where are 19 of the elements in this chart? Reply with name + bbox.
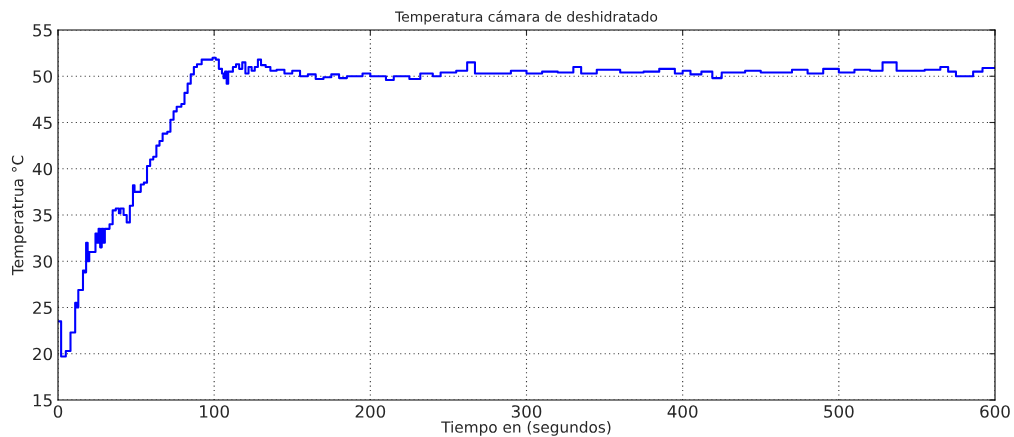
y-tick-label: 20	[33, 347, 53, 361]
y-tick-label: 45	[32, 116, 52, 130]
x-tick-label: 600	[980, 405, 1010, 418]
x-tick-label: 100	[200, 405, 229, 418]
chart-title: Temperatura cámara de deshidratado	[395, 10, 658, 25]
x-axis-title: Tiempo en (segundos)	[441, 420, 611, 436]
y-axis-title: Temperatrua °C	[11, 155, 27, 276]
y-tick-label: 15	[33, 394, 52, 407]
x-tick-label: 300	[511, 405, 542, 418]
y-tick-label: 55	[33, 24, 52, 37]
y-tick-label: 35	[33, 208, 52, 222]
y-tick-label: 50	[33, 70, 53, 83]
y-tick-label: 30	[33, 255, 53, 268]
x-tick-label: 0	[53, 405, 63, 418]
y-tick-label: 40	[32, 162, 53, 176]
x-tick-label: 400	[667, 405, 698, 418]
x-tick-label: 500	[824, 405, 854, 418]
x-tick-label: 200	[355, 405, 386, 418]
y-tick-label: 25	[33, 301, 52, 315]
